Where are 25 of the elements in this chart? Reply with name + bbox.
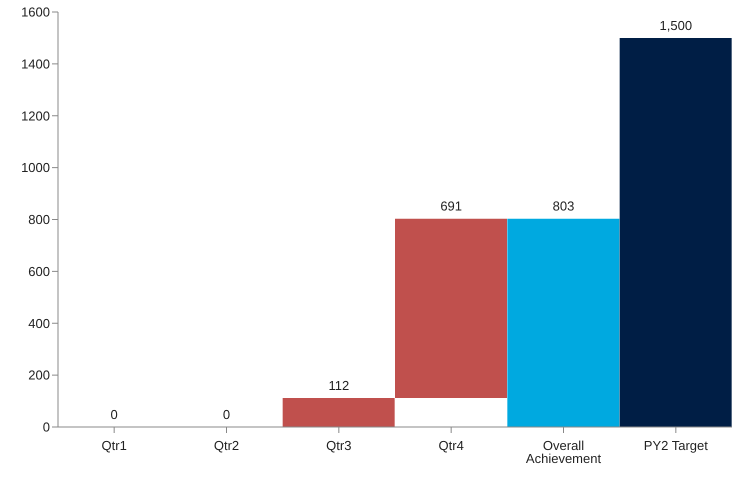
bar — [282, 398, 395, 427]
y-tick-label: 200 — [28, 368, 50, 383]
data-label: 0 — [110, 407, 118, 422]
x-tick-label: Qtr2 — [214, 438, 240, 454]
data-label: 1,500 — [660, 18, 692, 33]
y-tick-label: 1600 — [21, 4, 50, 20]
data-label: 0 — [222, 407, 230, 422]
bar — [620, 38, 732, 427]
y-tick-label: 1200 — [21, 108, 50, 124]
data-label: 691 — [440, 198, 462, 214]
y-tick-label: 800 — [28, 212, 50, 228]
x-tick-label: Qtr4 — [438, 438, 464, 454]
x-tick-label: Overall Achievement — [526, 438, 602, 466]
y-tick-label: 600 — [28, 264, 50, 279]
bar — [507, 218, 620, 427]
data-label: 112 — [328, 378, 350, 393]
data-label: 803 — [552, 198, 574, 214]
x-tick-label: PY2 Target — [644, 438, 708, 454]
y-tick-label: 1400 — [21, 56, 50, 72]
y-tick-label: 1000 — [21, 160, 50, 176]
y-tick-label: 400 — [28, 316, 50, 331]
x-tick-label: Qtr3 — [326, 438, 352, 454]
y-tick-label: 0 — [42, 420, 50, 435]
bar — [395, 218, 507, 398]
x-tick-label: Qtr1 — [102, 438, 127, 454]
